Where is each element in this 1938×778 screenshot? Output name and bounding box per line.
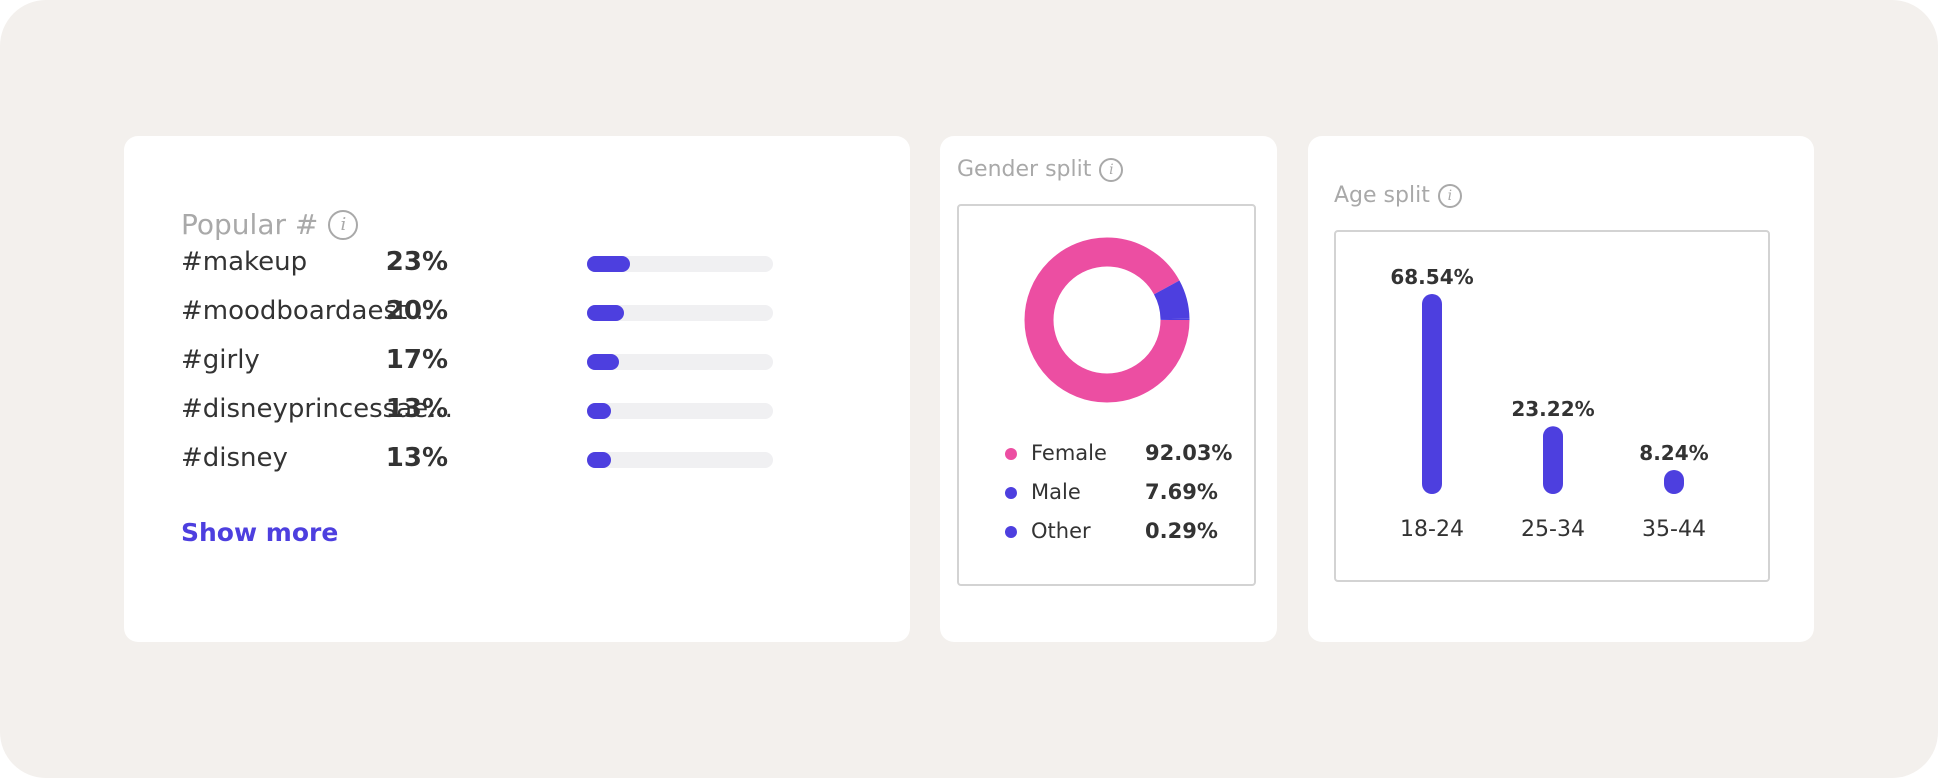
info-icon[interactable]: i bbox=[1437, 183, 1462, 208]
legend-label: Female bbox=[1031, 441, 1107, 465]
popular-hashtags-card: Popular # i #makeup 23% #moodboardaest..… bbox=[124, 136, 910, 642]
popular-hashtags-title: Popular # i bbox=[181, 208, 359, 241]
hashtag-percent: 17% bbox=[385, 345, 448, 375]
hashtag-label: #girly bbox=[181, 345, 260, 375]
hashtag-bar-track bbox=[587, 403, 773, 419]
legend-value: 0.29% bbox=[1145, 519, 1218, 543]
age-split-card: Age split i 68.54% 18-24 23.22% 25-34 8.24% 3… bbox=[1308, 136, 1814, 642]
hashtag-bar-fill bbox=[587, 452, 612, 468]
donut-slice-female bbox=[1024, 237, 1190, 403]
age-category-label: 25-34 bbox=[1521, 517, 1585, 542]
gender-split-title: Gender split i bbox=[957, 157, 1124, 182]
age-split-title-text: Age split bbox=[1334, 183, 1430, 208]
age-chart-box: 68.54% 18-24 23.22% 25-34 8.24% 35-44 bbox=[1334, 230, 1770, 582]
hashtag-label: #makeup bbox=[181, 247, 308, 277]
age-bar-35-44 bbox=[1664, 469, 1684, 494]
age-bar-chart: 68.54% 18-24 23.22% 25-34 8.24% 35-44 bbox=[1390, 265, 1708, 542]
legend-item-male: Male 7.69% bbox=[1005, 477, 1245, 507]
age-category-label: 35-44 bbox=[1642, 517, 1706, 542]
age-bar-18-24 bbox=[1422, 294, 1442, 494]
age-bar-25-34 bbox=[1543, 426, 1563, 494]
donut-slice-other bbox=[1024, 237, 1190, 403]
hashtag-row: #makeup 23% bbox=[181, 242, 781, 282]
hashtag-row: #disneyprincessae... 13% bbox=[181, 389, 781, 429]
hashtag-bar-track bbox=[587, 256, 773, 272]
info-icon[interactable]: i bbox=[1099, 157, 1124, 182]
hashtag-bar-track bbox=[587, 305, 773, 321]
hashtag-row: #moodboardaest... 20% bbox=[181, 291, 781, 331]
age-bar-value-label: 68.54% bbox=[1390, 265, 1473, 289]
hashtag-label: #disneyprincessae... bbox=[181, 394, 453, 424]
hashtag-bar-fill bbox=[587, 256, 630, 272]
hashtag-percent: 13% bbox=[385, 443, 448, 473]
hashtag-label: #disney bbox=[181, 443, 288, 473]
legend-dot-male bbox=[1005, 487, 1017, 499]
age-bar-value-label: 23.22% bbox=[1511, 397, 1594, 421]
age-bar-value-label: 8.24% bbox=[1639, 441, 1708, 465]
legend-item-other: Other 0.29% bbox=[1005, 516, 1245, 546]
popular-hashtags-title-text: Popular # bbox=[181, 208, 319, 241]
hashtag-bar-fill bbox=[587, 403, 612, 419]
gender-donut-chart bbox=[1024, 237, 1190, 403]
legend-dot-female bbox=[1005, 448, 1017, 460]
hashtag-row: #disney 13% bbox=[181, 438, 781, 478]
age-split-title: Age split i bbox=[1334, 183, 1462, 208]
legend-dot-other bbox=[1005, 526, 1017, 538]
legend-label: Male bbox=[1031, 480, 1081, 504]
legend-label: Other bbox=[1031, 519, 1091, 543]
hashtag-percent: 23% bbox=[385, 247, 448, 277]
info-icon[interactable]: i bbox=[328, 209, 359, 240]
hashtag-bar-fill bbox=[587, 354, 619, 370]
legend-value: 92.03% bbox=[1145, 441, 1233, 465]
hashtag-bar-track bbox=[587, 354, 773, 370]
hashtag-percent: 20% bbox=[385, 296, 448, 326]
show-more-link[interactable]: Show more bbox=[181, 518, 339, 547]
gender-split-title-text: Gender split bbox=[957, 157, 1092, 182]
legend-value: 7.69% bbox=[1145, 480, 1218, 504]
hashtag-bar-track bbox=[587, 452, 773, 468]
hashtag-label: #moodboardaest... bbox=[181, 296, 432, 326]
gender-split-card: Gender split i Female 92.03% Male 7.69% … bbox=[940, 136, 1277, 642]
hashtag-percent: 13% bbox=[385, 394, 448, 424]
age-category-label: 18-24 bbox=[1400, 517, 1464, 542]
hashtag-row: #girly 17% bbox=[181, 340, 781, 380]
gender-chart-box: Female 92.03% Male 7.69% Other 0.29% bbox=[957, 204, 1256, 586]
hashtag-bar-fill bbox=[587, 305, 625, 321]
legend-item-female: Female 92.03% bbox=[1005, 438, 1245, 468]
